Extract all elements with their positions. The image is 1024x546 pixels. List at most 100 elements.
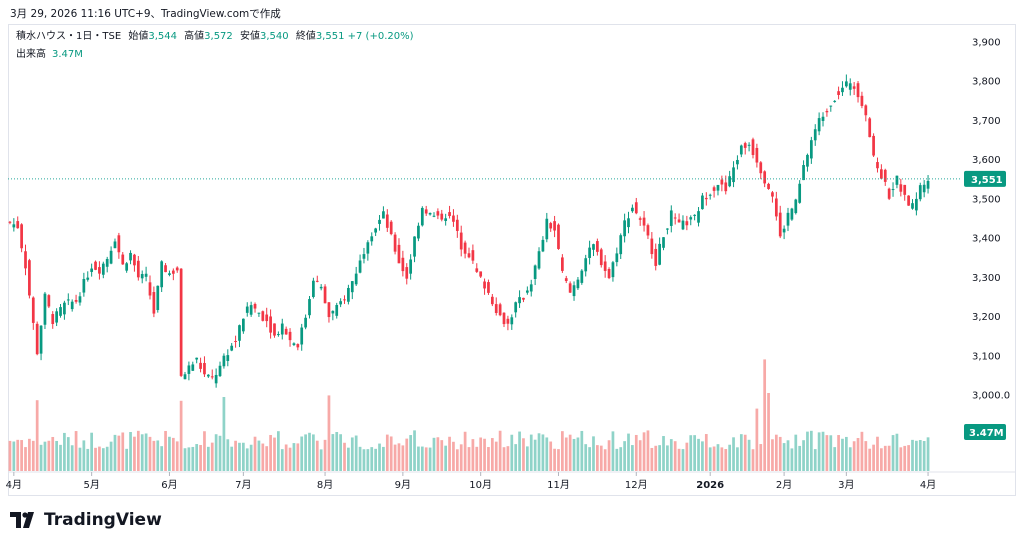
candle-body: [693, 214, 696, 216]
candle: [650, 232, 654, 259]
candle: [553, 215, 556, 238]
candle: [358, 254, 362, 274]
candle-body: [475, 268, 479, 272]
volume-bar: [658, 445, 661, 471]
volume-bar: [374, 448, 377, 471]
candle-body: [580, 270, 584, 283]
time-axis-tick: 8月: [317, 479, 333, 491]
candle-body: [666, 228, 669, 230]
candle: [413, 236, 416, 263]
candle: [498, 302, 502, 317]
volume-bar: [856, 438, 860, 471]
chart-timestamp: 3月 29, 2026 11:16 UTC+9、TradingView.comで…: [10, 8, 281, 20]
volume-bar: [86, 448, 90, 471]
candle: [829, 105, 833, 112]
volume-bar: [265, 446, 269, 471]
candle-body: [12, 224, 16, 228]
volume-bar: [257, 440, 261, 471]
volume-bar: [28, 438, 31, 471]
volume-bar: [277, 431, 280, 471]
volume-bar: [701, 441, 704, 471]
candle-body: [627, 218, 630, 228]
candle-body: [829, 105, 833, 107]
candle-body: [354, 273, 358, 285]
candle: [712, 185, 716, 198]
candle-body: [607, 268, 611, 279]
candle: [292, 342, 296, 347]
volume-bar: [802, 440, 805, 471]
candle-body: [868, 118, 872, 138]
volume-bar: [568, 434, 572, 471]
candle: [821, 112, 825, 127]
candle-body: [265, 314, 269, 322]
candle-body: [689, 217, 693, 220]
volume-bar: [117, 435, 121, 471]
chart-frame[interactable]: [8, 24, 1016, 496]
candle-body: [98, 267, 101, 274]
candle-body: [339, 301, 342, 305]
candle-body: [183, 374, 187, 380]
candle: [304, 314, 307, 330]
volume-bar: [300, 436, 304, 471]
candle-body: [242, 318, 245, 332]
candle-body: [191, 364, 195, 371]
candle-body: [327, 302, 331, 318]
candle-body: [171, 270, 175, 274]
candle-body: [133, 254, 136, 266]
candle-body: [872, 135, 875, 156]
volume-bar: [397, 443, 401, 471]
volume-bar: [331, 434, 335, 471]
price-axis-tick: 3,300: [972, 273, 1001, 284]
volume-bar: [728, 444, 732, 471]
candle: [245, 302, 249, 317]
volume-bar: [887, 445, 891, 471]
candle: [802, 160, 805, 181]
volume-bar: [424, 447, 428, 471]
candle-body: [140, 274, 144, 279]
candle: [673, 213, 677, 225]
candle-body: [417, 225, 420, 239]
volume-bar: [483, 438, 486, 471]
candle: [502, 312, 506, 328]
candle-body: [739, 145, 743, 155]
candle-body: [70, 301, 74, 310]
candle: [774, 191, 778, 221]
candle: [284, 326, 288, 335]
volume-bar: [747, 439, 751, 471]
candle-body: [175, 267, 179, 271]
candle: [739, 144, 743, 158]
volume-bar: [525, 446, 529, 471]
candle: [732, 161, 735, 188]
candle-body: [592, 244, 595, 250]
price-axis: 3,900 3,800 3,700 3,600 3,500 3,400 3,300 3,200…: [972, 38, 1010, 402]
tradingview-brand[interactable]: TradingView: [10, 510, 162, 530]
candle: [308, 296, 311, 319]
volume-bar: [409, 435, 413, 471]
close-label: 終値: [295, 31, 316, 42]
candle-body: [234, 341, 237, 343]
candle: [592, 243, 595, 257]
candle-body: [841, 87, 844, 93]
volume-bar: [335, 432, 339, 471]
candle: [771, 190, 774, 203]
candle: [101, 261, 105, 279]
candle-body: [638, 218, 642, 220]
candle: [786, 207, 790, 232]
candle: [903, 184, 907, 201]
candle-body: [136, 260, 140, 278]
volume-bar: [537, 433, 541, 471]
volume-bar: [755, 408, 759, 471]
volume-bar: [592, 436, 595, 471]
candle: [452, 209, 455, 227]
candle: [35, 321, 39, 356]
candle: [525, 286, 529, 295]
candle: [689, 215, 693, 226]
volume-bar: [642, 432, 646, 471]
candle: [677, 213, 681, 223]
candle-body: [210, 376, 214, 378]
candle-body: [483, 281, 486, 289]
volume-bar: [459, 444, 463, 471]
symbol-label[interactable]: 積水ハウス・1日・TSE: [16, 31, 122, 42]
candle: [409, 254, 413, 280]
